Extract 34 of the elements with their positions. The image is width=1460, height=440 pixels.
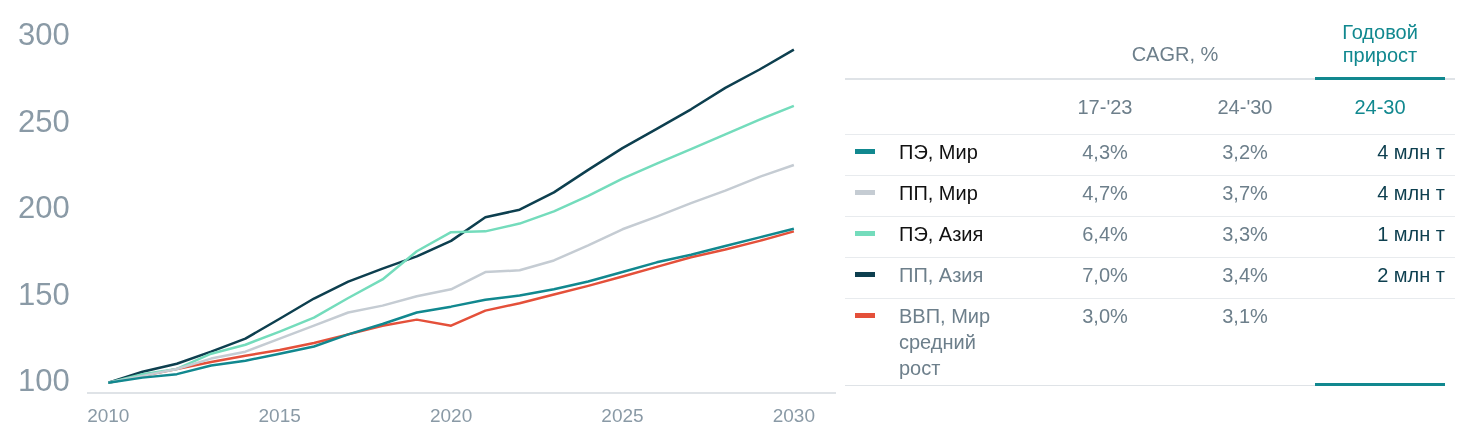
- text: CAGR, %: [1130, 43, 1220, 67]
- text: 17-'23: [1076, 95, 1134, 119]
- text: 3,4%: [1221, 263, 1269, 288]
- text: 4,7%: [1081, 181, 1129, 206]
- text: 4 млн т: [1376, 140, 1445, 165]
- y-tick-label: 150: [17, 276, 70, 312]
- legend-label: ВВП, Мир средний рост: [899, 304, 992, 381]
- text: 1 млн т: [1376, 222, 1445, 247]
- text: 3,3%: [1221, 222, 1269, 247]
- legend-label: ПЭ, Мир: [899, 140, 979, 165]
- legend-label: ПП, Мир: [899, 181, 979, 206]
- text: 4,3%: [1081, 140, 1129, 165]
- y-tick-label: 100: [17, 363, 70, 399]
- text: 3,7%: [1221, 181, 1269, 206]
- text: 7,0%: [1081, 263, 1129, 288]
- text: 24-30: [1353, 95, 1407, 119]
- x-tick-label: 2015: [258, 404, 301, 426]
- y-tick-label: 200: [17, 190, 70, 226]
- legend-label: ПП, Азия: [899, 263, 985, 288]
- y-tick-label: 250: [17, 103, 70, 139]
- text: 4 млн т: [1376, 181, 1445, 206]
- legend-label: ПЭ, Азия: [899, 222, 985, 247]
- text: 3,1%: [1221, 304, 1269, 329]
- x-tick-label: 2020: [429, 404, 473, 426]
- text: 2 млн т: [1376, 263, 1445, 288]
- text: 6,4%: [1081, 222, 1129, 247]
- text: 3,0%: [1081, 304, 1129, 329]
- text: 24-'30: [1216, 95, 1274, 119]
- x-tick-label: 2025: [601, 404, 644, 426]
- text: Годовой прирост: [1315, 21, 1445, 80]
- x-tick-label: 2010: [87, 404, 130, 426]
- x-tick-label: 2030: [772, 404, 816, 426]
- y-tick-label: 300: [17, 17, 70, 53]
- text: 3,2%: [1221, 140, 1269, 165]
